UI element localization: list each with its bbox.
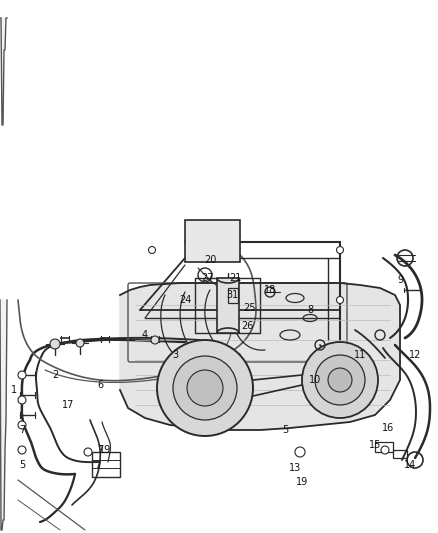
- Bar: [393, 450, 407, 458]
- Text: 19: 19: [99, 445, 111, 455]
- Text: 19: 19: [296, 477, 308, 487]
- Circle shape: [381, 446, 389, 454]
- Text: 24: 24: [179, 295, 191, 305]
- Bar: [228, 288, 238, 303]
- Circle shape: [336, 296, 343, 303]
- Text: 13: 13: [289, 463, 301, 473]
- Polygon shape: [0, 18, 7, 125]
- Circle shape: [302, 342, 378, 418]
- Bar: [375, 442, 393, 452]
- Text: 15: 15: [369, 440, 381, 450]
- Text: 5: 5: [19, 460, 25, 470]
- Text: 7: 7: [97, 445, 103, 455]
- Text: 7: 7: [19, 425, 25, 435]
- Text: 3: 3: [172, 350, 178, 360]
- Circle shape: [157, 340, 253, 436]
- Circle shape: [173, 356, 237, 420]
- Text: 10: 10: [309, 375, 321, 385]
- Text: 14: 14: [404, 460, 416, 470]
- Text: 25: 25: [244, 303, 256, 313]
- Text: 11: 11: [354, 350, 366, 360]
- Text: 17: 17: [62, 400, 74, 410]
- Text: 20: 20: [204, 255, 216, 265]
- Polygon shape: [0, 300, 7, 530]
- Circle shape: [315, 355, 365, 405]
- Circle shape: [151, 336, 159, 344]
- Text: 5: 5: [282, 425, 288, 435]
- Text: 21: 21: [229, 273, 241, 283]
- Circle shape: [328, 368, 352, 392]
- Circle shape: [187, 370, 223, 406]
- Text: 18: 18: [264, 285, 276, 295]
- Circle shape: [18, 421, 26, 429]
- Circle shape: [148, 246, 155, 254]
- Circle shape: [76, 339, 84, 347]
- Bar: [217, 278, 239, 333]
- Text: 16: 16: [382, 423, 394, 433]
- Circle shape: [84, 448, 92, 456]
- Text: 27: 27: [202, 273, 214, 283]
- Text: 26: 26: [241, 321, 253, 331]
- Circle shape: [18, 371, 26, 379]
- Polygon shape: [120, 283, 400, 430]
- Circle shape: [50, 339, 60, 349]
- Text: 31: 31: [226, 290, 238, 300]
- Bar: [92, 452, 120, 477]
- Circle shape: [295, 447, 305, 457]
- Circle shape: [336, 246, 343, 254]
- Text: 2: 2: [52, 370, 58, 380]
- Text: 8: 8: [307, 305, 313, 315]
- Text: 12: 12: [409, 350, 421, 360]
- Circle shape: [18, 446, 26, 454]
- Circle shape: [18, 396, 26, 404]
- Text: 4: 4: [142, 330, 148, 340]
- Text: 1: 1: [11, 385, 17, 395]
- Bar: [185, 220, 240, 262]
- Text: 9: 9: [397, 275, 403, 285]
- Text: 6: 6: [97, 380, 103, 390]
